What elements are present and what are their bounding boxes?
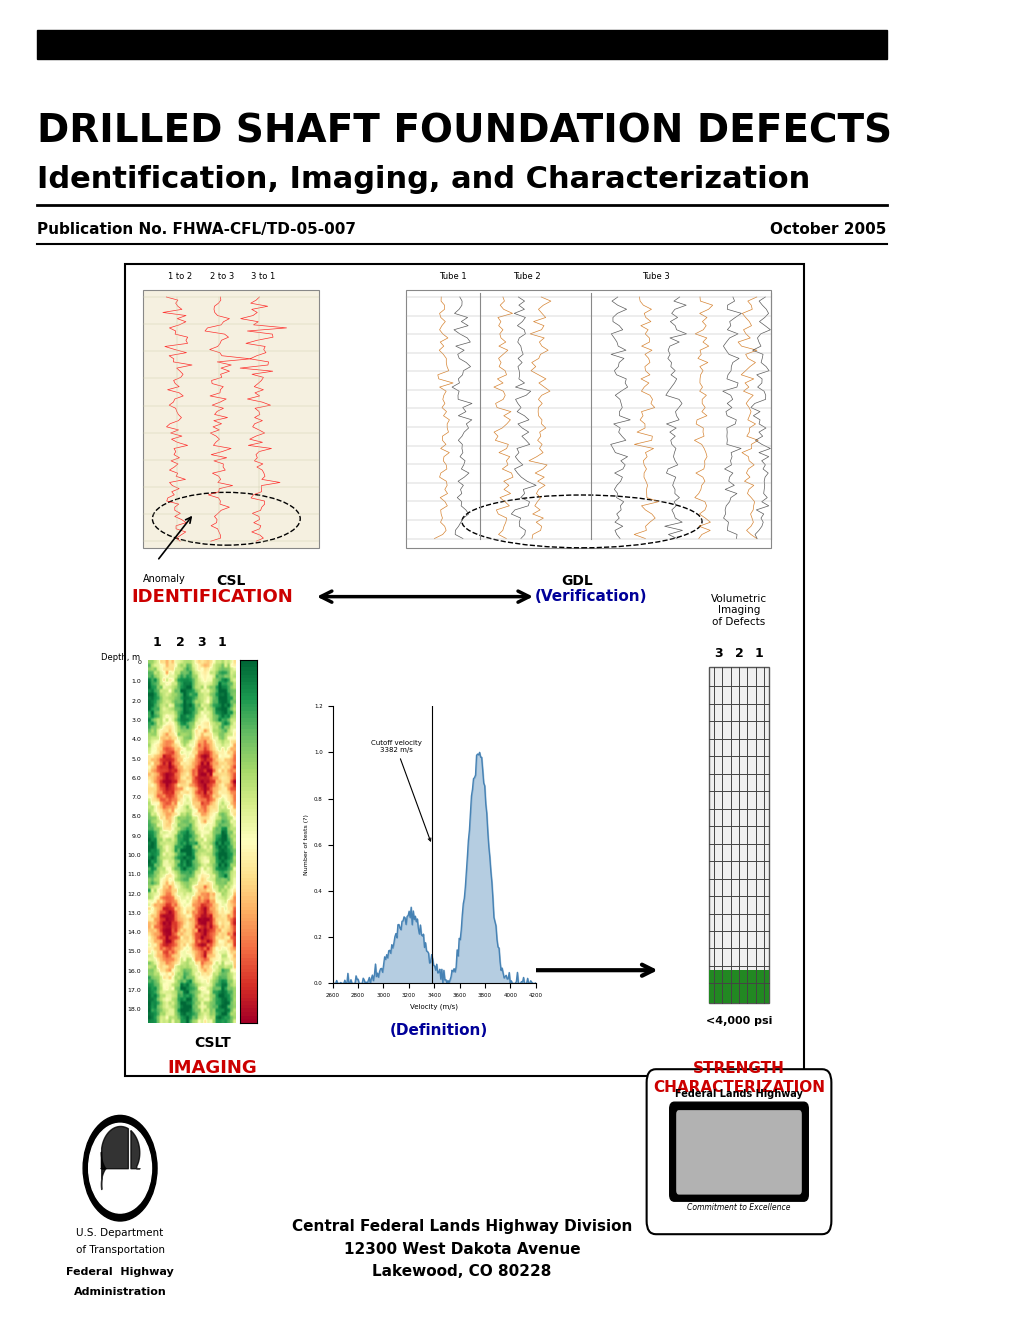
Text: 3: 3	[197, 636, 206, 649]
Text: Tube 1: Tube 1	[438, 272, 466, 281]
Text: IDENTIFICATION: IDENTIFICATION	[131, 587, 293, 606]
Text: 7.0: 7.0	[131, 795, 142, 800]
Text: 9.0: 9.0	[131, 834, 142, 838]
Text: 3: 3	[713, 647, 722, 660]
Text: 1 to 2: 1 to 2	[168, 272, 192, 281]
Text: 8.0: 8.0	[131, 814, 142, 820]
Text: 1: 1	[153, 636, 161, 649]
FancyBboxPatch shape	[669, 1102, 807, 1201]
Text: DRILLED SHAFT FOUNDATION DEFECTS: DRILLED SHAFT FOUNDATION DEFECTS	[37, 112, 892, 150]
Text: (Verification): (Verification)	[534, 589, 647, 605]
Text: 0: 0	[138, 660, 142, 665]
Text: CSL: CSL	[216, 574, 246, 589]
Text: Anomaly: Anomaly	[143, 574, 185, 585]
Text: 2: 2	[734, 647, 743, 660]
Text: 5.0: 5.0	[131, 756, 142, 762]
Text: Federal Lands Highway: Federal Lands Highway	[675, 1089, 802, 1100]
Text: <4,000 psi: <4,000 psi	[705, 1016, 771, 1027]
Text: GDL: GDL	[560, 574, 593, 589]
Text: CSLT: CSLT	[194, 1036, 230, 1051]
Text: 12300 West Dakota Avenue: 12300 West Dakota Avenue	[343, 1242, 580, 1257]
Text: 3 to 1: 3 to 1	[251, 272, 275, 281]
Text: 14.0: 14.0	[127, 931, 142, 935]
Text: Volumetric
Imaging
of Defects: Volumetric Imaging of Defects	[710, 594, 766, 627]
Text: IMAGING: IMAGING	[167, 1059, 257, 1077]
Text: 15.0: 15.0	[127, 949, 142, 954]
Text: 3.0: 3.0	[131, 718, 142, 723]
Text: U.S. Department: U.S. Department	[76, 1228, 164, 1238]
Text: Depth, m: Depth, m	[101, 653, 141, 663]
Text: 1: 1	[217, 636, 226, 649]
Bar	[708, 970, 768, 1003]
Text: Identification, Imaging, and Characterization: Identification, Imaging, and Characteriz…	[37, 165, 809, 194]
Bar	[406, 290, 770, 548]
FancyBboxPatch shape	[124, 264, 803, 1076]
Text: 6.0: 6.0	[131, 776, 142, 781]
Bar	[708, 667, 768, 1003]
Text: Tube 3: Tube 3	[641, 272, 669, 281]
Text: Lakewood, CO 80228: Lakewood, CO 80228	[372, 1265, 551, 1279]
Text: STRENGTH
CHARACTERIZATION: STRENGTH CHARACTERIZATION	[652, 1061, 824, 1094]
Text: 2 to 3: 2 to 3	[209, 272, 233, 281]
Text: of Transportation: of Transportation	[75, 1245, 164, 1255]
Text: Central Federal Lands Highway Division: Central Federal Lands Highway Division	[291, 1220, 632, 1234]
Text: 18.0: 18.0	[127, 1007, 142, 1012]
Text: 13.0: 13.0	[127, 911, 142, 916]
Text: Federal  Highway: Federal Highway	[66, 1267, 174, 1278]
Text: 11.0: 11.0	[127, 873, 142, 878]
Text: Velocity, m/s: Velocity, m/s	[251, 813, 259, 863]
FancyBboxPatch shape	[646, 1069, 830, 1234]
Text: Publication No. FHWA-CFL/TD-05-007: Publication No. FHWA-CFL/TD-05-007	[37, 222, 356, 236]
Text: 12.0: 12.0	[127, 891, 142, 896]
Text: Commitment to Excellence: Commitment to Excellence	[687, 1203, 790, 1212]
Text: Tube 2: Tube 2	[513, 272, 540, 281]
FancyBboxPatch shape	[676, 1110, 801, 1195]
Text: 10.0: 10.0	[127, 853, 142, 858]
Bar	[143, 290, 318, 548]
Text: (Definition): (Definition)	[389, 1023, 487, 1038]
Circle shape	[84, 1115, 157, 1221]
Bar	[37, 30, 886, 59]
Text: 16.0: 16.0	[127, 969, 142, 974]
Text: October 2005: October 2005	[769, 222, 886, 236]
Text: Administration: Administration	[73, 1287, 166, 1298]
Text: 2.0: 2.0	[131, 698, 142, 704]
Text: 1: 1	[754, 647, 763, 660]
Text: 17.0: 17.0	[127, 987, 142, 993]
Text: 1.0: 1.0	[131, 680, 142, 685]
Text: 4.0: 4.0	[131, 738, 142, 742]
Circle shape	[89, 1123, 152, 1213]
Text: 2: 2	[175, 636, 184, 649]
